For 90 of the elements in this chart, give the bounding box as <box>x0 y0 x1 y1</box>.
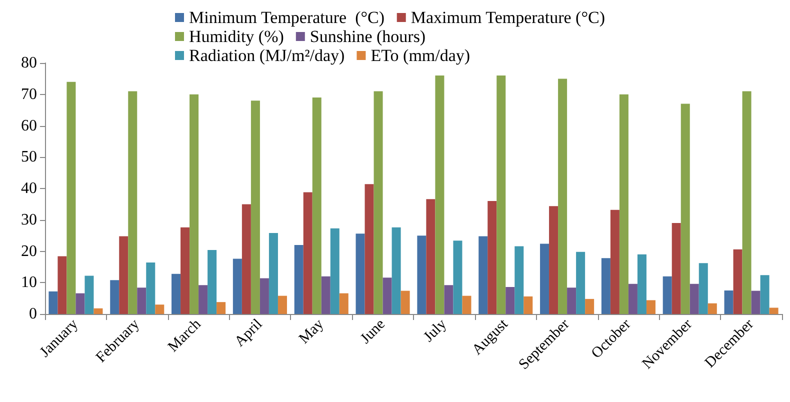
bar <box>312 98 322 314</box>
bar <box>137 288 146 314</box>
bar <box>435 76 444 314</box>
legend-label: ETo (mm/day) <box>370 46 470 65</box>
bar <box>294 244 304 314</box>
bar <box>488 201 497 314</box>
legend-label: Humidity (%) <box>189 27 284 46</box>
bar <box>260 278 269 314</box>
bar <box>662 276 672 314</box>
bar <box>374 91 383 314</box>
bar <box>426 199 436 314</box>
bar <box>242 204 251 314</box>
bar <box>364 184 374 314</box>
bar <box>514 246 524 314</box>
bar <box>339 293 348 314</box>
bar <box>94 308 103 314</box>
y-tick-label: 70 <box>21 86 37 103</box>
bar <box>330 228 340 314</box>
bar <box>524 296 533 314</box>
bar <box>146 262 156 314</box>
bar <box>58 256 67 314</box>
bar <box>119 236 128 314</box>
bar <box>478 236 488 314</box>
bar <box>216 302 226 314</box>
x-tick-label: June <box>358 316 389 348</box>
bar <box>742 91 752 314</box>
bar <box>303 192 312 314</box>
bar <box>278 296 287 314</box>
bar <box>190 94 199 314</box>
bar <box>733 249 742 314</box>
x-tick-label: May <box>296 316 328 348</box>
y-tick-label: 20 <box>21 242 37 260</box>
bar <box>268 233 278 314</box>
y-tick-label: 50 <box>21 148 37 166</box>
bar <box>628 284 638 314</box>
bar <box>506 287 515 314</box>
bar <box>708 303 717 314</box>
bar <box>585 298 594 314</box>
bar <box>724 290 734 314</box>
bar <box>155 304 164 314</box>
bar <box>128 91 138 314</box>
bar <box>462 296 472 314</box>
bar <box>680 104 690 314</box>
bar <box>601 258 610 314</box>
y-tick-label: 30 <box>21 211 37 228</box>
y-tick-label: 0 <box>29 306 37 322</box>
bar <box>110 280 120 314</box>
bar <box>232 258 242 314</box>
bar <box>637 254 646 314</box>
bar <box>619 94 628 314</box>
bar <box>646 300 656 314</box>
bar <box>760 275 770 314</box>
x-tick-label: July <box>420 316 450 346</box>
bar <box>540 244 550 314</box>
bar <box>198 285 208 314</box>
y-tick-label: 80 <box>21 54 37 72</box>
y-tick-label: 10 <box>21 274 37 292</box>
bar <box>453 240 462 314</box>
bar <box>549 206 558 314</box>
y-tick-label: 60 <box>21 117 37 134</box>
bar <box>250 100 260 314</box>
bar <box>172 274 181 314</box>
bar <box>400 290 410 314</box>
bar <box>496 76 506 314</box>
bar <box>392 227 401 314</box>
bar <box>321 276 330 314</box>
legend-label: Radiation (MJ/m²/day) <box>189 46 345 65</box>
legend-label: Maximum Temperature (°C) <box>410 8 606 27</box>
bar <box>84 276 94 314</box>
y-tick-label: 40 <box>21 180 37 197</box>
legend-label: Sunshine (hours) <box>310 27 426 46</box>
bar <box>66 82 76 314</box>
bar <box>76 293 85 314</box>
bar <box>558 78 568 314</box>
bar <box>769 308 778 314</box>
bar <box>444 285 454 314</box>
bar <box>690 284 699 314</box>
bar <box>417 236 426 314</box>
bar <box>698 263 708 314</box>
bar <box>576 252 586 314</box>
bar <box>610 210 620 314</box>
bar <box>567 288 576 314</box>
bar <box>672 223 681 314</box>
bar <box>208 250 217 314</box>
bar <box>356 234 365 314</box>
legend-label: Minimum Temperature (°C) <box>189 8 385 27</box>
bar <box>751 290 760 314</box>
bar <box>180 227 190 314</box>
bar <box>48 291 58 314</box>
bar <box>382 278 392 314</box>
